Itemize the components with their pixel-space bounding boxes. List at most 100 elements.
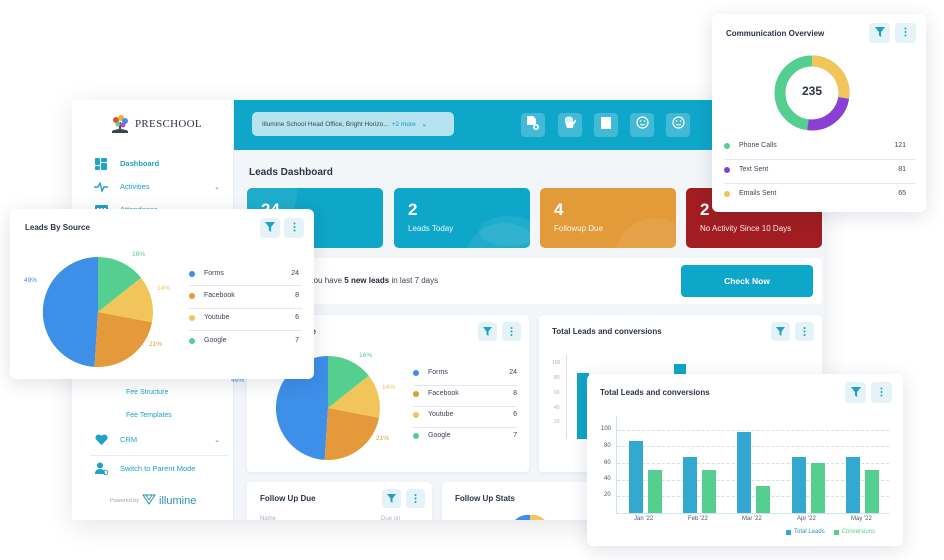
y-tick: 100 bbox=[601, 426, 612, 432]
leads-source-pie-inner bbox=[275, 355, 380, 460]
sidebar-item-label: Dashboard bbox=[120, 159, 160, 168]
pie-label: 14% bbox=[157, 285, 171, 292]
pie-label: 49% bbox=[24, 277, 38, 284]
illumine-logo-icon bbox=[142, 492, 156, 510]
powered-brand: illumine bbox=[159, 495, 197, 507]
switch-parent-mode-button[interactable]: Switch to Parent Mode bbox=[72, 457, 234, 480]
card-title: Total Leads and conversions bbox=[552, 327, 662, 336]
location-select-value: Illumine School Head Office, Bright Hori… bbox=[262, 120, 389, 128]
more-options-button[interactable] bbox=[502, 322, 521, 341]
follow-up-due-card: Follow Up Due Name Due on bbox=[247, 482, 432, 520]
chevron-down-icon: ⌄ bbox=[421, 121, 427, 128]
communication-donut bbox=[774, 55, 850, 131]
location-select[interactable]: Illumine School Head Office, Bright Hori… bbox=[252, 112, 454, 136]
sidebar-item-crm[interactable]: CRM ⌄ bbox=[72, 428, 234, 451]
more-options-button[interactable] bbox=[795, 322, 814, 341]
legend-label: Total Leads bbox=[794, 529, 825, 535]
filter-icon bbox=[265, 219, 275, 237]
legend-item-youtube: Youtube 6 bbox=[413, 411, 517, 418]
hand-button[interactable] bbox=[558, 113, 582, 137]
smiley-button-2[interactable] bbox=[666, 113, 690, 137]
more-vertical-icon bbox=[293, 219, 296, 237]
pie-label: 21% bbox=[376, 435, 390, 442]
stat-card-leads-today[interactable]: 2 Leads Today bbox=[394, 188, 530, 248]
page-title: Leads Dashboard bbox=[249, 167, 333, 178]
more-options-button[interactable] bbox=[406, 489, 425, 508]
stat-label: No Activity Since 10 Days bbox=[700, 224, 792, 233]
smiley-icon bbox=[635, 116, 649, 134]
legend-item-text-sent: Text Sent 81 bbox=[724, 166, 906, 173]
stat-label: Leads Today bbox=[408, 224, 454, 233]
card-title: Communication Overview bbox=[726, 29, 825, 38]
location-more: +2 more bbox=[391, 120, 416, 128]
powered-by: Powered by illumine bbox=[110, 492, 196, 510]
more-vertical-icon bbox=[414, 490, 417, 508]
leads-source-pie bbox=[42, 256, 153, 368]
sidebar-item-dashboard[interactable]: Dashboard bbox=[72, 152, 234, 175]
chevron-down-icon: ⌄ bbox=[214, 183, 220, 191]
legend-label: Conversions bbox=[841, 529, 876, 535]
sidebar-item-label: Activities bbox=[120, 182, 150, 191]
legend-item-phone-calls: Phone Calls 121 bbox=[724, 142, 906, 149]
y-tick: 20 bbox=[604, 492, 611, 498]
x-tick: May '22 bbox=[851, 516, 872, 522]
more-vertical-icon bbox=[904, 24, 907, 42]
legend-item-facebook: Facebook 8 bbox=[413, 390, 517, 397]
pie-label: 16% bbox=[132, 251, 146, 258]
legend-item-youtube: Youtube 6 bbox=[189, 314, 299, 321]
more-options-button[interactable] bbox=[895, 23, 916, 43]
column-header: Name bbox=[260, 516, 277, 520]
leads-by-source-card: Leads By Source 49% 16% 14% 21% Forms 24 … bbox=[10, 209, 314, 379]
divider bbox=[90, 455, 228, 456]
donut-total: 235 bbox=[801, 84, 823, 98]
sidebar-item-label: Switch to Parent Mode bbox=[120, 464, 196, 473]
card-title: Follow Up Due bbox=[260, 494, 316, 503]
hand-icon bbox=[564, 116, 577, 134]
filter-button[interactable] bbox=[845, 382, 866, 403]
legend-item-emails-sent: Emails Sent 65 bbox=[724, 190, 906, 197]
card-title: Follow Up Stats bbox=[455, 494, 515, 503]
check-now-button[interactable]: Check Now bbox=[681, 265, 813, 297]
card-title: Total Leads and conversions bbox=[600, 388, 710, 397]
follow-up-stats-pie bbox=[515, 514, 545, 520]
smiley-button-1[interactable] bbox=[630, 113, 654, 137]
sidebar-item-activities[interactable]: Activities ⌄ bbox=[72, 175, 234, 198]
filter-button[interactable] bbox=[869, 23, 890, 43]
filter-icon bbox=[776, 323, 785, 341]
stat-card-followup-due[interactable]: 4 Followup Due bbox=[540, 188, 676, 248]
filter-button[interactable] bbox=[382, 489, 401, 508]
note-button[interactable] bbox=[594, 113, 618, 137]
stat-value: 2 bbox=[408, 200, 418, 219]
filter-icon bbox=[483, 323, 492, 341]
pie-label: 16% bbox=[359, 352, 373, 359]
legend-item-forms: Forms 24 bbox=[413, 369, 517, 376]
stat-value: 4 bbox=[554, 200, 564, 219]
y-tick: 40 bbox=[604, 476, 611, 482]
sidebar-subitem-fee-structure[interactable]: Fee Structure bbox=[126, 389, 169, 396]
more-options-button[interactable] bbox=[284, 218, 304, 238]
add-document-icon bbox=[527, 115, 539, 135]
filter-button[interactable] bbox=[260, 218, 280, 238]
filter-button[interactable] bbox=[771, 322, 790, 341]
follow-up-stats-card: Follow Up Stats bbox=[442, 482, 602, 520]
communication-overview-card: Communication Overview 235 Phone Calls 12… bbox=[712, 14, 926, 212]
more-options-button[interactable] bbox=[871, 382, 892, 403]
filter-button[interactable] bbox=[478, 322, 497, 341]
bar-total-leads-feb bbox=[683, 457, 697, 513]
stat-value: 2 bbox=[700, 200, 710, 219]
pie-label: 49% bbox=[231, 377, 245, 384]
add-document-button[interactable] bbox=[521, 113, 545, 137]
tree-logo-icon bbox=[110, 114, 130, 134]
bar-conversions-apr bbox=[811, 463, 825, 513]
more-vertical-icon bbox=[880, 384, 883, 402]
filter-icon bbox=[874, 24, 885, 42]
y-tick: 60 bbox=[604, 460, 611, 466]
pie-label: 14% bbox=[382, 384, 396, 391]
bar-conversions-mar bbox=[756, 486, 770, 513]
x-tick: Mar '22 bbox=[742, 516, 762, 522]
card-title: Leads By Source bbox=[25, 223, 90, 232]
x-tick: Feb '22 bbox=[688, 516, 708, 522]
bar-total-leads-jan bbox=[629, 441, 643, 513]
sidebar-subitem-fee-templates[interactable]: Fee Templates bbox=[126, 412, 172, 419]
